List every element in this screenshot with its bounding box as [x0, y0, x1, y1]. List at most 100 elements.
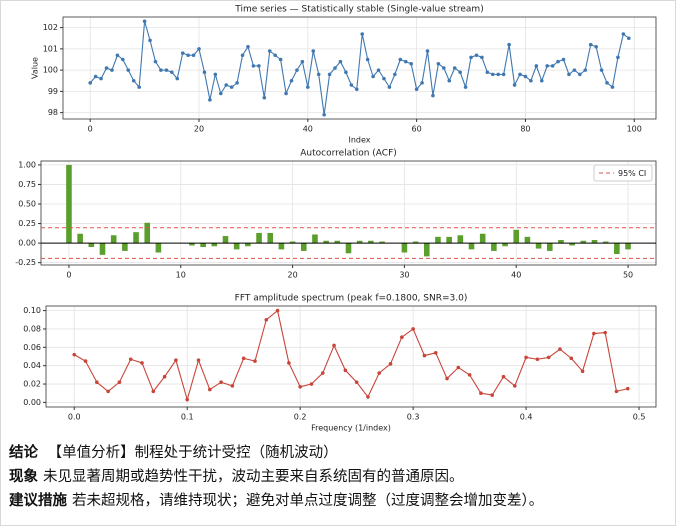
point [185, 397, 190, 402]
bar [423, 243, 430, 257]
y-tick-label: 0.04 [23, 361, 41, 370]
y-tick-label: 0.08 [23, 324, 41, 333]
point [230, 384, 235, 388]
point [445, 376, 449, 381]
summary-row: 结论 【单值分析】制程处于统计受控（随机波动） [9, 441, 543, 465]
point [365, 57, 370, 62]
point [140, 361, 144, 365]
x-tick-label: 60 [412, 125, 422, 134]
bar [77, 233, 83, 244]
point [398, 57, 403, 62]
bar [356, 240, 363, 244]
point [626, 36, 631, 41]
bar [379, 241, 385, 244]
point [409, 61, 413, 66]
plot-frame [45, 305, 657, 408]
bar [546, 243, 553, 251]
point [99, 76, 103, 81]
point [605, 81, 609, 85]
bar [535, 243, 542, 249]
chart-title: FFT amplitude spectrum (peak f=0.1800, S… [235, 294, 468, 304]
bar [558, 239, 564, 244]
summary-text: 若未超规格，请维持现状；避免对单点过度调整（过度调整会增加变差）。 [72, 493, 544, 509]
series-line [89, 21, 630, 115]
x-tick-label: 0 [88, 125, 93, 134]
point [137, 85, 141, 89]
bar [569, 243, 575, 246]
plot-frame [40, 160, 657, 266]
point [235, 81, 239, 85]
point [207, 387, 212, 392]
point [142, 19, 147, 24]
bar [245, 243, 251, 247]
point [180, 51, 185, 55]
point [175, 76, 180, 81]
point [117, 380, 122, 385]
y-tick-label: 100 [43, 66, 58, 75]
point [208, 98, 212, 102]
point [278, 57, 283, 62]
point [442, 66, 446, 70]
point [170, 70, 174, 75]
point [106, 389, 110, 394]
point [512, 384, 517, 388]
point [479, 391, 483, 396]
legend-label: 95% CI [618, 169, 646, 178]
point [431, 93, 435, 98]
point [463, 85, 468, 89]
point [251, 64, 256, 68]
summary-label: 建议措施 [9, 493, 67, 509]
point [382, 76, 386, 81]
bar [446, 236, 452, 244]
y-tick-label: 0.02 [23, 380, 41, 389]
y-tick-label: 99 [48, 87, 58, 96]
point [558, 347, 562, 351]
point [83, 359, 88, 363]
point [580, 369, 585, 373]
point [159, 68, 163, 72]
bar [524, 236, 531, 244]
x-tick-label: 0.3 [407, 413, 420, 422]
point [202, 70, 207, 75]
point [599, 68, 604, 72]
point [360, 32, 365, 36]
x-tick-label: 80 [520, 125, 530, 134]
point [467, 373, 472, 377]
point [284, 91, 288, 96]
point [72, 352, 77, 357]
summary-row: 建议措施 若未超规格，请维持现状；避免对单点过度调整（过度调整会增加变差）。 [9, 489, 543, 513]
point [115, 53, 120, 58]
x-tick-label: 10 [176, 271, 186, 280]
point [327, 72, 332, 77]
point [588, 42, 593, 47]
bar [479, 233, 486, 244]
point [621, 32, 626, 36]
point [316, 72, 321, 77]
bar [267, 232, 274, 244]
point [191, 53, 196, 58]
series-line [73, 309, 628, 402]
point [616, 55, 620, 60]
point [583, 68, 588, 72]
point [529, 78, 533, 83]
point [545, 64, 549, 68]
point [153, 59, 158, 64]
x-tick-label: 50 [623, 271, 633, 280]
point [162, 374, 167, 379]
x-tick-label: 0.2 [294, 413, 307, 422]
summary-text: 未见显著周期或趋势性干扰，波动主要来自系统固有的普通原因。 [43, 469, 464, 485]
y-tick-label: 98 [48, 108, 58, 117]
point [546, 355, 551, 360]
y-tick-label: 0.00 [23, 398, 41, 407]
point [572, 68, 577, 72]
bar [88, 243, 95, 248]
point [174, 358, 178, 362]
bar [368, 240, 374, 244]
bar [457, 235, 464, 244]
point [366, 395, 370, 399]
point [287, 361, 291, 365]
point [93, 74, 98, 79]
bar [144, 222, 151, 244]
y-tick-label: 0.10 [23, 306, 41, 315]
y-tick-label: 0.00 [18, 239, 36, 248]
